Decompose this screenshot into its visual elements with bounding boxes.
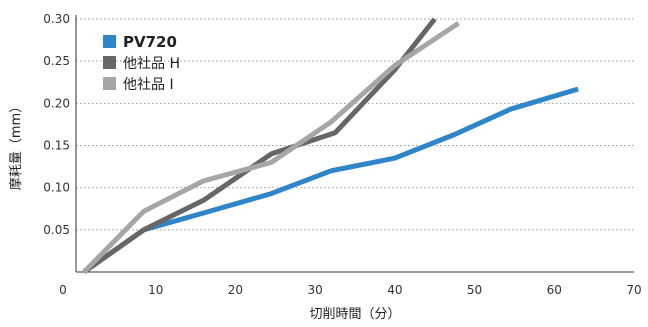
x-tick-label: 0 bbox=[59, 283, 67, 297]
series-line-3 bbox=[82, 21, 460, 274]
axes bbox=[75, 15, 634, 273]
series-line-1 bbox=[82, 86, 579, 275]
x-tick-label: 10 bbox=[148, 283, 163, 297]
y-tick-label: 0.25 bbox=[43, 54, 70, 68]
x-tick-labels: 0 10 20 30 40 50 60 70 bbox=[59, 283, 641, 297]
y-tick-label: 0.30 bbox=[43, 12, 70, 26]
x-tick-label: 70 bbox=[626, 283, 641, 297]
y-tick-labels: 0.05 0.10 0.15 0.20 0.25 0.30 bbox=[43, 12, 70, 237]
grid-lines bbox=[76, 18, 634, 231]
legend-swatch bbox=[103, 35, 116, 48]
y-axis-label: 摩耗量（mm） bbox=[8, 100, 24, 190]
legend-label: PV720 bbox=[123, 33, 177, 51]
legend: PV720 他社品 H 他社品 I bbox=[103, 33, 180, 93]
x-axis-label: 切削時間（分） bbox=[309, 307, 400, 322]
x-tick-label: 40 bbox=[387, 283, 402, 297]
x-tick-label: 60 bbox=[547, 283, 562, 297]
legend-swatch bbox=[103, 56, 116, 69]
y-tick-label: 0.10 bbox=[43, 181, 70, 195]
y-tick-label: 0.05 bbox=[43, 223, 70, 237]
x-tick-label: 20 bbox=[228, 283, 243, 297]
series-line-2 bbox=[82, 17, 437, 275]
legend-label: 他社品 H bbox=[123, 56, 180, 72]
y-tick-label: 0.15 bbox=[43, 139, 70, 153]
x-tick-label: 30 bbox=[308, 283, 323, 297]
series-lines bbox=[82, 17, 579, 275]
y-tick-label: 0.20 bbox=[43, 96, 70, 110]
x-tick-label: 50 bbox=[467, 283, 482, 297]
legend-swatch bbox=[103, 77, 116, 90]
legend-label: 他社品 I bbox=[123, 77, 174, 93]
